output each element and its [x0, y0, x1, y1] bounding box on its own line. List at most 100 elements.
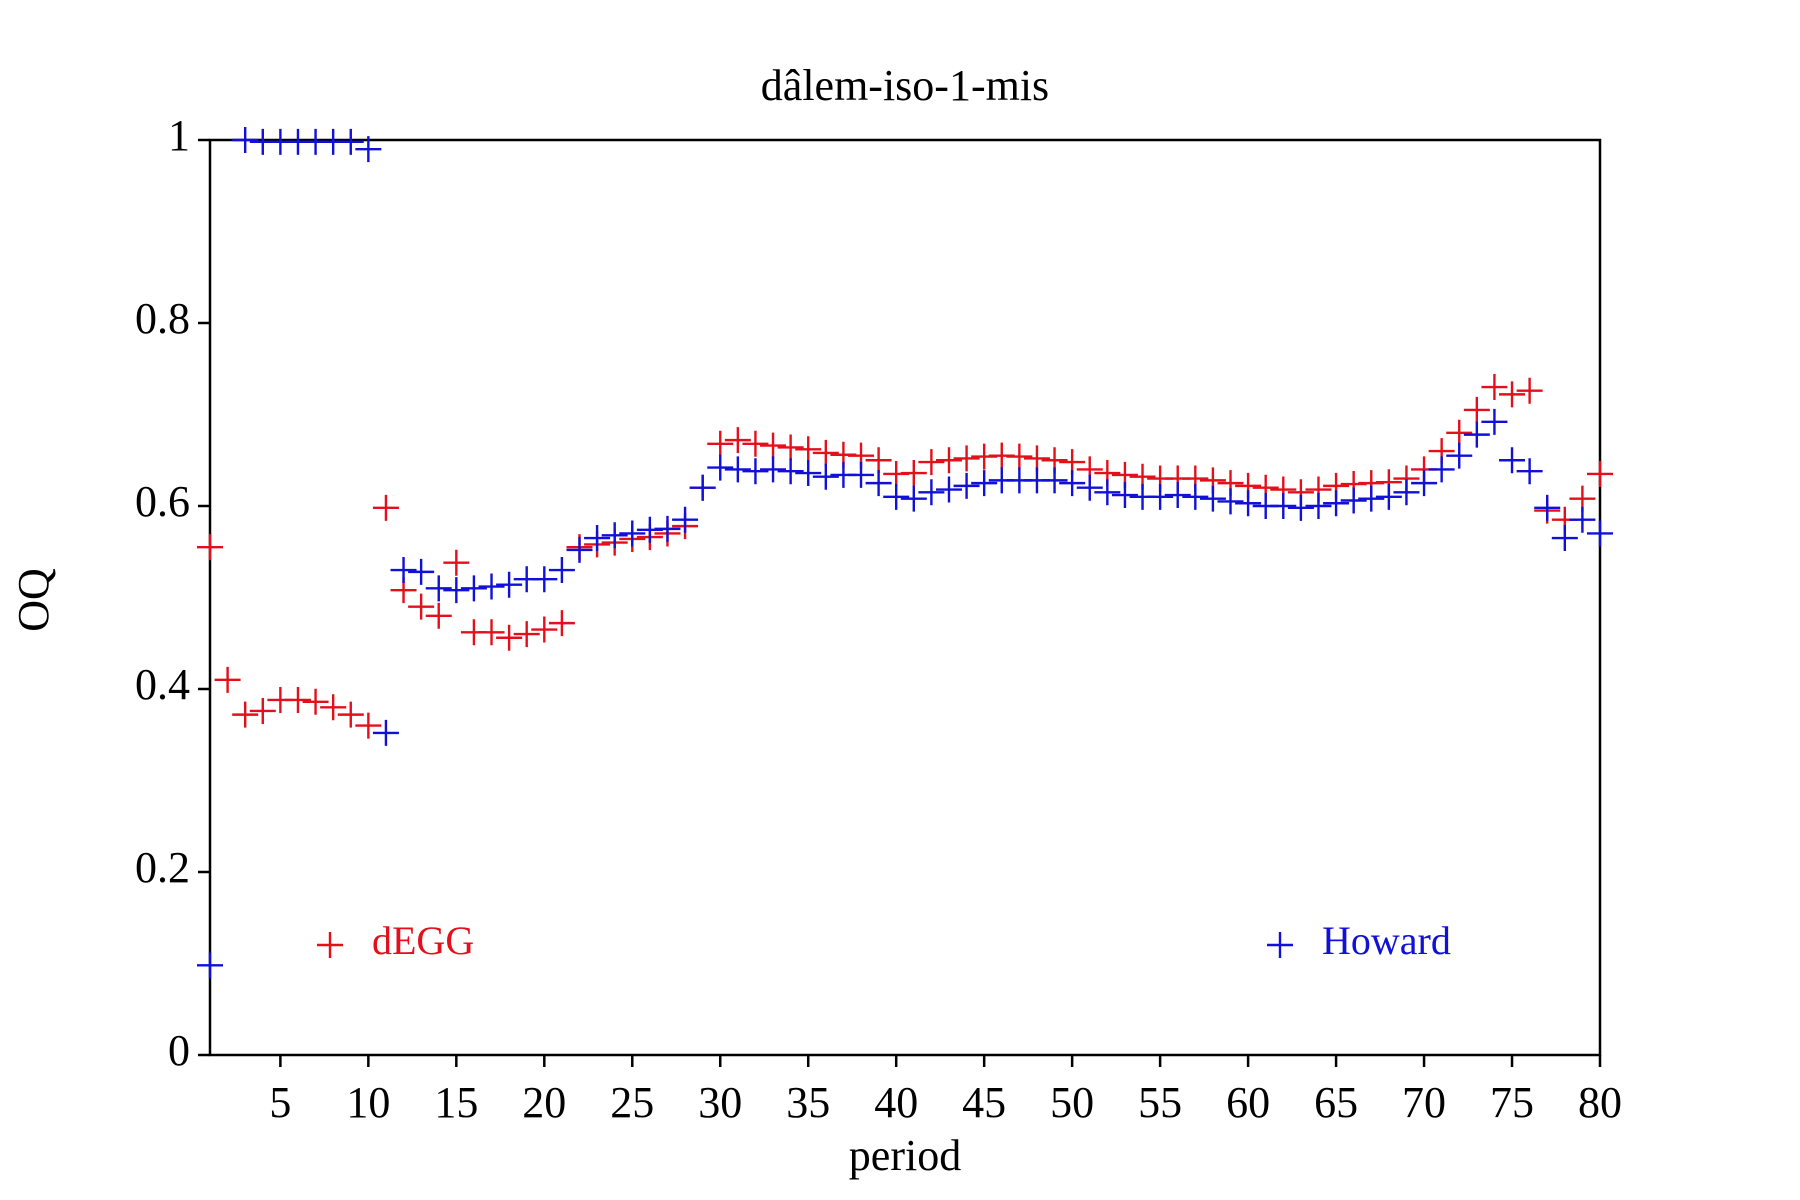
data-point: [935, 447, 962, 474]
data-point: [1199, 485, 1226, 512]
x-tick-label: 20: [522, 1078, 566, 1127]
data-point: [408, 558, 435, 585]
data-point: [320, 694, 347, 721]
data-point: [1516, 458, 1543, 485]
data-point: [812, 463, 839, 490]
data-point: [408, 593, 435, 620]
data-point: [1516, 377, 1543, 404]
data-point: [1587, 520, 1613, 547]
data-point: [496, 571, 523, 598]
data-point: [953, 472, 980, 499]
data-point: [1534, 494, 1561, 521]
data-point: [935, 476, 962, 503]
data-point: [777, 458, 804, 485]
data-point: [1587, 460, 1613, 487]
data-point: [232, 127, 259, 153]
data-point: [1147, 483, 1174, 510]
data-point: [443, 577, 470, 604]
data-point: [1428, 456, 1455, 483]
x-tick-label: 15: [434, 1078, 478, 1127]
data-point: [812, 439, 839, 466]
x-tick-label: 5: [269, 1078, 291, 1127]
data-point: [425, 575, 452, 602]
data-point: [900, 460, 927, 487]
data-point: [619, 520, 646, 547]
x-tick-label: 55: [1138, 1078, 1182, 1127]
data-point: [214, 666, 241, 693]
data-point: [848, 461, 875, 488]
chart-title: dâlem-iso-1-mis: [761, 61, 1049, 110]
data-point: [566, 536, 593, 563]
legend-label: Howard: [1322, 918, 1451, 963]
data-point: [707, 454, 734, 481]
data-point: [372, 494, 399, 521]
data-point: [584, 525, 611, 552]
data-point: [1463, 421, 1490, 448]
y-tick-label: 0.2: [135, 843, 190, 892]
data-point: [760, 432, 787, 459]
data-point: [548, 610, 575, 637]
legend-marker: [317, 932, 343, 958]
data-point: [1041, 467, 1068, 494]
data-point: [1164, 482, 1191, 509]
x-tick-label: 45: [962, 1078, 1006, 1127]
data-point: [1235, 490, 1262, 517]
legend-marker: [1267, 932, 1293, 958]
y-tick-label: 0.8: [135, 294, 190, 343]
data-point: [1393, 479, 1420, 506]
data-point: [513, 621, 540, 648]
data-point: [742, 458, 769, 485]
data-point: [460, 575, 487, 602]
data-point: [249, 697, 276, 724]
x-tick-label: 25: [610, 1078, 654, 1127]
data-point: [1111, 482, 1138, 509]
data-point: [1023, 445, 1050, 472]
x-tick-label: 75: [1490, 1078, 1534, 1127]
data-point: [724, 427, 751, 454]
data-point: [1481, 374, 1508, 401]
x-tick-label: 40: [874, 1078, 918, 1127]
data-point: [742, 430, 769, 457]
x-tick-label: 35: [786, 1078, 830, 1127]
data-point: [883, 483, 910, 510]
data-point: [1270, 493, 1297, 519]
data-point: [724, 456, 751, 483]
data-point: [900, 485, 927, 512]
data-point: [337, 701, 364, 728]
x-tick-label: 50: [1050, 1078, 1094, 1127]
data-point: [443, 549, 470, 576]
data-point: [953, 445, 980, 472]
y-tick-label: 0.4: [135, 660, 190, 709]
data-point: [302, 688, 329, 715]
data-point: [971, 470, 998, 497]
data-point: [197, 952, 223, 979]
data-point: [1182, 483, 1209, 510]
data-point: [355, 136, 382, 163]
data-point: [496, 624, 523, 651]
data-point: [1446, 419, 1473, 446]
data-point: [1499, 447, 1526, 474]
data-point: [425, 602, 452, 629]
data-point: [1411, 470, 1438, 497]
data-point: [232, 701, 259, 728]
data-point: [531, 616, 558, 643]
data-point: [478, 619, 505, 646]
data-point: [1481, 408, 1508, 435]
data-point: [707, 430, 734, 457]
x-tick-label: 30: [698, 1078, 742, 1127]
data-point: [865, 447, 892, 474]
data-point: [1287, 494, 1314, 521]
data-point: [654, 515, 681, 542]
data-point: [1551, 525, 1578, 552]
data-point: [1006, 443, 1033, 470]
y-tick-label: 0.6: [135, 477, 190, 526]
y-axis-label: OQ: [9, 568, 58, 632]
data-point: [1094, 479, 1121, 506]
data-point: [531, 566, 558, 593]
x-axis-label: period: [849, 1131, 961, 1180]
data-point: [689, 474, 716, 501]
x-tick-label: 80: [1578, 1078, 1622, 1127]
data-point: [337, 128, 364, 155]
data-point: [795, 436, 822, 463]
data-point: [372, 719, 399, 746]
